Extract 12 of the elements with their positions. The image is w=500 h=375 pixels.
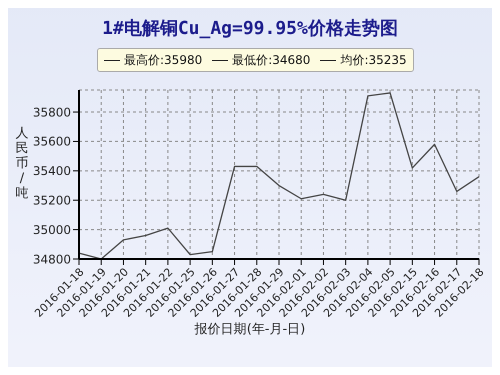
text: 均价:35235 bbox=[340, 52, 407, 68]
y-tick-label: 34800 bbox=[32, 252, 71, 266]
text: 最低价:34680 bbox=[232, 52, 310, 68]
y-tick-label: 35400 bbox=[32, 164, 71, 178]
chart-title: 1#电解铜Cu_Ag=99.95%价格走势图 bbox=[101, 17, 399, 40]
text: 最高价:35980 bbox=[124, 52, 202, 68]
y-tick-label: 35200 bbox=[32, 193, 71, 208]
y-axis-title: 人民币/吨 bbox=[14, 126, 30, 201]
y-tick-label: 35800 bbox=[32, 105, 71, 120]
y-tick-label: 35600 bbox=[32, 134, 71, 149]
y-tick-label: 35000 bbox=[32, 222, 71, 237]
x-axis-title: 报价日期(年-月-日) bbox=[194, 321, 306, 338]
